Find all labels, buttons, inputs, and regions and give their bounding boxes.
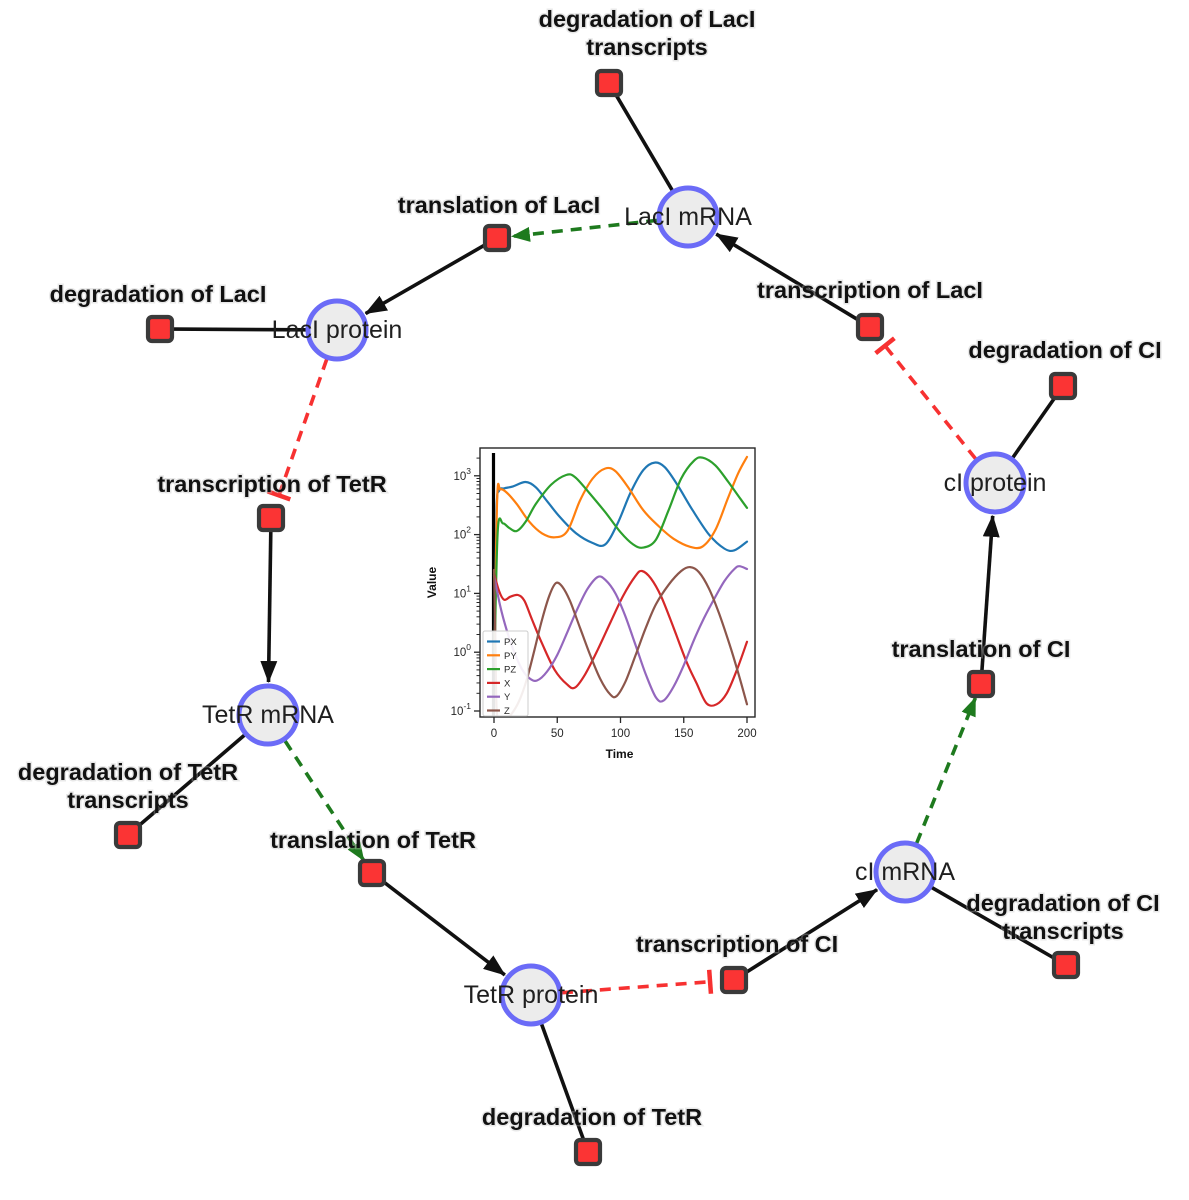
edge-plain-cI_mRNA-to-deg_cI_tx <box>930 885 1056 961</box>
x-axis-label: Time <box>606 747 634 761</box>
chart-background <box>432 440 769 769</box>
reaction-node-deg_lacI_tx[interactable] <box>594 68 624 98</box>
reaction-node-deg_tetR_tx[interactable] <box>113 820 143 850</box>
species-label-tetR_mRNA: TetR mRNA <box>202 701 334 729</box>
reaction-node-deg_cI[interactable] <box>1048 371 1078 401</box>
reaction-label-transcription_tetR: transcription of TetR <box>157 471 386 497</box>
reaction-node-transcription_tetR[interactable] <box>256 503 286 533</box>
edge-tbar-cI_protein-to-transcription_lacI <box>874 336 978 460</box>
legend-label-Z: Z <box>504 706 510 717</box>
edge-arrow-translation_tetR-to-tetR_protein <box>380 878 506 977</box>
species-label-lacI_protein: LacI protein <box>272 316 403 344</box>
legend-label-Y: Y <box>504 692 511 703</box>
reaction-label-translation_cI: translation of CI <box>892 636 1071 662</box>
x-tick-label: 150 <box>674 728 693 740</box>
series-line-PZ <box>493 456 749 654</box>
chart-axes-box <box>479 447 756 718</box>
edge-arrow-transcription_lacI-to-lacI_mRNA <box>715 232 861 323</box>
reaction-node-transcription_cI[interactable] <box>719 965 749 995</box>
species-node-cI_mRNA[interactable] <box>873 840 937 904</box>
legend-label-PZ: PZ <box>504 665 516 676</box>
x-tick-label: 0 <box>491 728 497 740</box>
reaction-label-deg_tetR: degradation of TetR <box>482 1104 702 1130</box>
edge-green-lacI_mRNA-to-translation_lacI <box>510 218 658 242</box>
reaction-node-translation_lacI[interactable] <box>482 223 512 253</box>
edge-tbar-lacI_protein-to-transcription_tetR <box>266 358 329 502</box>
edge-plain-tetR_mRNA-to-deg_tetR_tx <box>136 733 246 828</box>
species-node-lacI_mRNA[interactable] <box>656 185 720 249</box>
reaction-node-translation_cI[interactable] <box>966 669 996 699</box>
series-line-PY <box>493 455 749 649</box>
reaction-node-deg_lacI[interactable] <box>145 314 175 344</box>
edge-arrow-transcription_tetR-to-tetR_mRNA <box>260 529 278 684</box>
x-tick-label: 50 <box>551 728 564 740</box>
y-tick-label: 100 <box>453 642 471 659</box>
reaction-label-translation_lacI: translation of LacI <box>398 192 600 218</box>
y-tick-label: 102 <box>453 525 471 542</box>
reaction-node-deg_tetR[interactable] <box>573 1137 603 1167</box>
x-tick-label: 200 <box>737 728 756 740</box>
reaction-label-transcription_cI: transcription of CI <box>636 931 838 957</box>
series-line-PX <box>493 461 749 643</box>
legend-label-PY: PY <box>504 651 517 662</box>
species-node-lacI_protein[interactable] <box>305 298 369 362</box>
edge-plain-lacI_protein-to-deg_lacI <box>172 327 307 332</box>
reaction-label-deg_lacI_tx: degradation of LacI transcripts <box>539 6 756 60</box>
species-node-tetR_protein[interactable] <box>499 963 563 1027</box>
edge-arrow-transcription_cI-to-cI_mRNA <box>743 888 879 976</box>
chart-legend-box <box>482 630 529 717</box>
y-tick-label: 101 <box>453 583 471 600</box>
edges-layer <box>136 93 1058 1141</box>
legend-label-X: X <box>504 678 511 689</box>
series-line-X <box>492 569 749 707</box>
reaction-label-deg_cI: degradation of CI <box>968 337 1161 363</box>
edge-tbar-tetR_protein-to-transcription_cI <box>561 969 714 995</box>
species-node-tetR_mRNA[interactable] <box>236 683 300 747</box>
reaction-label-deg_cI_tx: degradation of CI transcripts <box>966 890 1159 944</box>
reaction-node-transcription_lacI[interactable] <box>855 312 885 342</box>
legend-label-PX: PX <box>504 637 517 648</box>
reaction-node-deg_cI_tx[interactable] <box>1051 950 1081 980</box>
species-label-cI_mRNA: cI mRNA <box>855 858 955 886</box>
x-tick-label: 100 <box>611 728 630 740</box>
edge-green-tetR_mRNA-to-translation_tetR <box>283 739 366 862</box>
species-node-cI_protein[interactable] <box>963 451 1027 515</box>
reaction-node-translation_tetR[interactable] <box>357 858 387 888</box>
nodes-layer <box>113 68 1081 1167</box>
reaction-label-deg_lacI: degradation of LacI <box>50 281 267 307</box>
edge-plain-lacI_mRNA-to-deg_lacI_tx <box>614 93 674 192</box>
species-label-tetR_protein: TetR protein <box>464 981 599 1009</box>
reaction-label-translation_tetR: translation of TetR <box>270 827 476 853</box>
species-label-cI_protein: cI protein <box>944 469 1047 497</box>
species-label-lacI_mRNA: LacI mRNA <box>624 203 752 231</box>
y-tick-label: 10-1 <box>451 701 472 718</box>
edge-arrow-translation_lacI-to-lacI_protein <box>364 242 488 316</box>
edge-plain-tetR_protein-to-deg_tetR <box>539 1023 586 1141</box>
edge-plain-cI_protein-to-deg_cI <box>1011 395 1058 459</box>
y-tick-label: 103 <box>453 466 471 483</box>
inset-chart: 0 50 100 150 200 10-1 100 101 102 103 Time Value PX P… <box>425 440 769 769</box>
reaction-label-transcription_lacI: transcription of LacI <box>757 277 983 303</box>
edge-arrow-translation_cI-to-cI_protein <box>980 514 1000 673</box>
edge-green-cI_mRNA-to-translation_cI <box>914 696 978 844</box>
labels-layer: degradation of LacI transcripts translatio… <box>16 5 1163 1132</box>
y-axis-label: Value <box>425 567 439 599</box>
reaction-label-deg_tetR_tx: degradation of TetR transcripts <box>18 759 238 813</box>
